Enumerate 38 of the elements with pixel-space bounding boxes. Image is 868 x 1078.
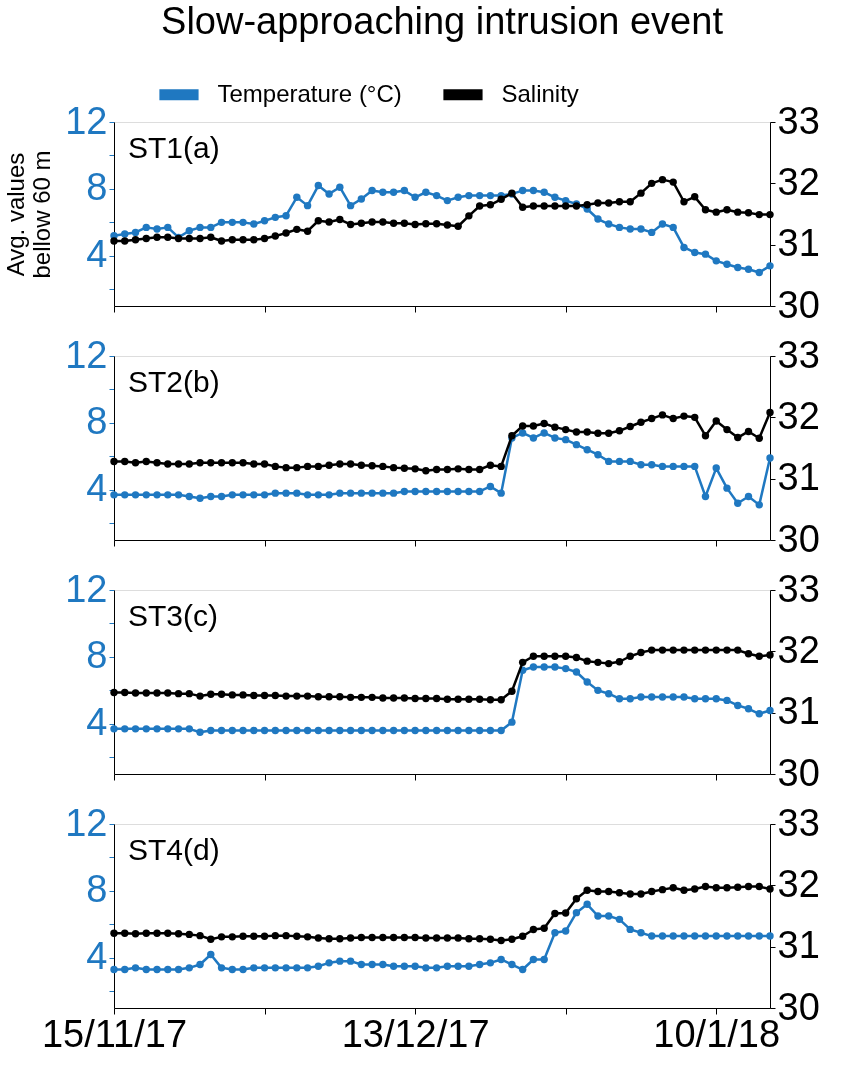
legend-label: Salinity — [501, 79, 579, 107]
y-tick-label: 12 — [65, 801, 108, 844]
annotation: ST2(b) — [128, 365, 220, 398]
chart-title: Slow-approaching intrusion event — [161, 0, 724, 42]
y2-tick-label: 30 — [777, 517, 820, 560]
x-tick-label: 13/12/17 — [341, 1012, 490, 1055]
y-tick-label: 8 — [86, 400, 108, 443]
x-tick-label: 15/11/17 — [41, 1012, 188, 1055]
y-axis-title: Avg. values bellow 60 m — [2, 150, 56, 279]
y2-tick-label: 33 — [777, 801, 820, 844]
annotation: ST1(a) — [128, 131, 220, 164]
y2-tick-label: 31 — [777, 222, 820, 265]
y2-tick-label: 31 — [777, 456, 820, 499]
y-tick-label: 8 — [86, 868, 108, 911]
y-tick-label: 8 — [86, 166, 108, 209]
y2-tick-label: 33 — [777, 99, 820, 142]
y-tick-label: 12 — [65, 99, 108, 142]
y2-tick-label: 32 — [777, 394, 820, 437]
y2-tick-label: 32 — [777, 628, 820, 671]
y-tick-label: 4 — [86, 467, 108, 510]
y2-tick-label: 31 — [777, 924, 820, 967]
y2-tick-label: 32 — [777, 160, 820, 203]
y2-tick-label: 31 — [777, 690, 820, 733]
y-tick-label: 4 — [86, 701, 108, 744]
annotation: ST4(d) — [128, 833, 220, 866]
y2-tick-label: 30 — [777, 283, 820, 326]
y2-tick-label: 32 — [777, 862, 820, 905]
y-tick-label: 4 — [86, 935, 108, 978]
y2-tick-label: 30 — [777, 985, 820, 1028]
y2-tick-label: 33 — [777, 567, 820, 610]
annotation: ST3(c) — [128, 599, 218, 632]
y-tick-label: 4 — [86, 233, 108, 276]
y-tick-label: 12 — [65, 567, 108, 610]
legend-label: Temperature (°C) — [217, 79, 402, 107]
y-tick-label: 12 — [65, 333, 108, 376]
y-tick-label: 8 — [86, 634, 108, 677]
y2-tick-label: 33 — [777, 333, 820, 376]
y2-tick-label: 30 — [777, 751, 820, 794]
